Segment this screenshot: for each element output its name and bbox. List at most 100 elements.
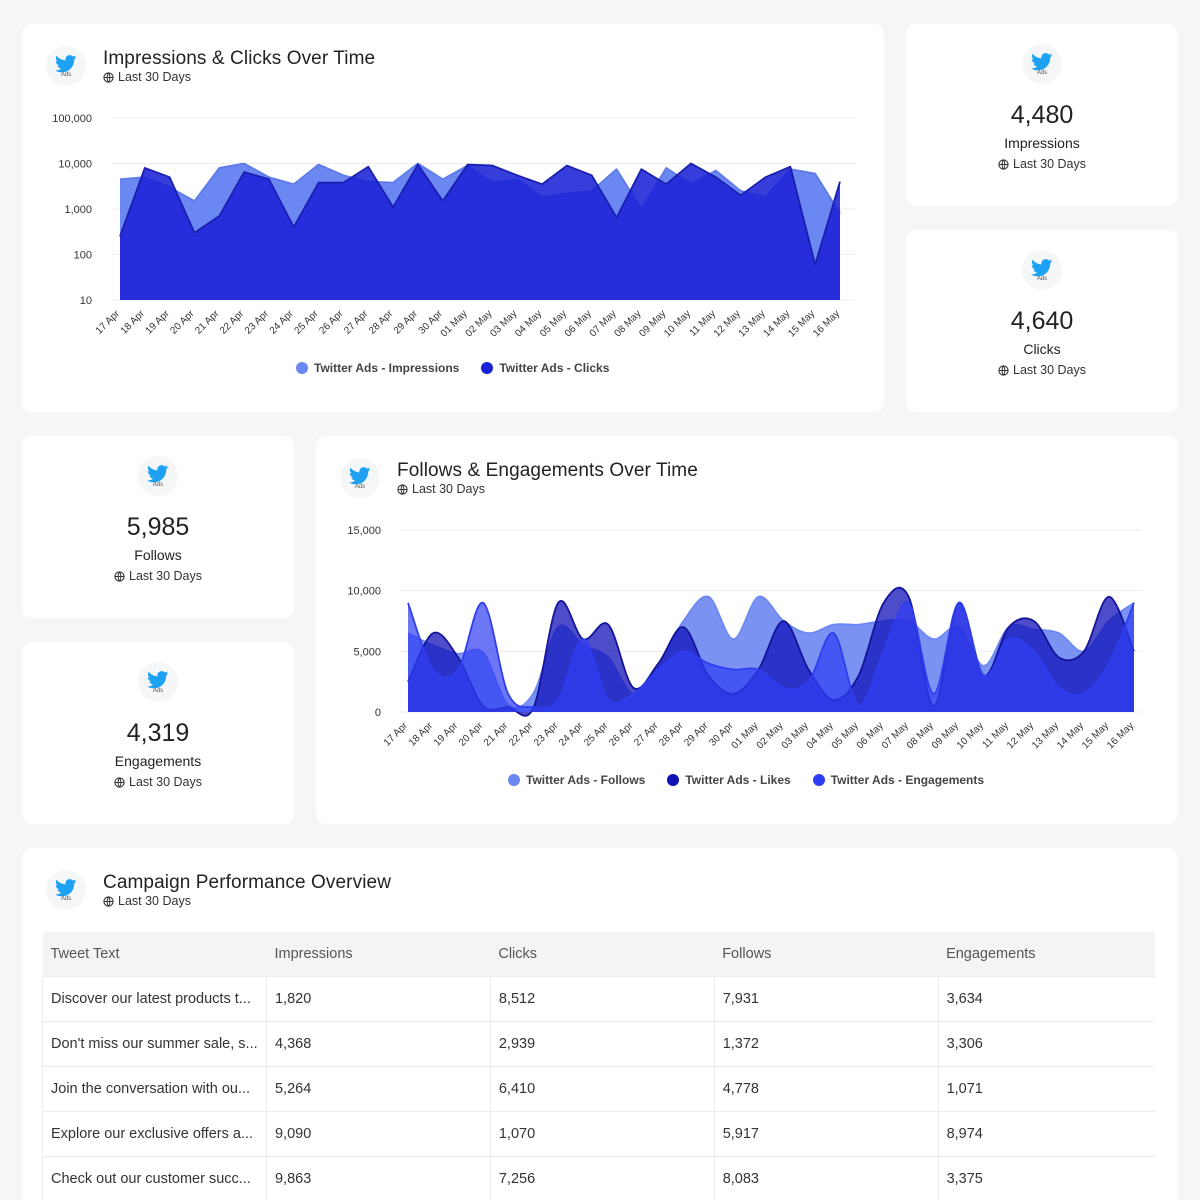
table-row[interactable]: Check out our customer succ... 9,863 7,2… bbox=[42, 1155, 1155, 1200]
x-tick-label: 25 Apr bbox=[293, 308, 322, 337]
x-tick-label: 08 May bbox=[613, 308, 644, 339]
x-tick-label: 18 Apr bbox=[119, 308, 148, 337]
chart-period: Last 30 Days bbox=[397, 482, 485, 496]
kpi-period: Last 30 Days bbox=[906, 363, 1178, 377]
ads-badge: Ads bbox=[60, 896, 72, 902]
twitter-ads-icon: Ads bbox=[138, 662, 178, 702]
x-tick-label: 24 Apr bbox=[557, 720, 586, 749]
x-tick-label: 17 Apr bbox=[382, 720, 411, 749]
legend-label: Twitter Ads - Engagements bbox=[830, 773, 985, 787]
clicks-cell: 2,939 bbox=[490, 1020, 715, 1066]
globe-icon bbox=[114, 570, 125, 582]
ads-badge: Ads bbox=[60, 72, 72, 78]
column-header[interactable]: Engagements bbox=[938, 932, 1155, 976]
legend-label: Twitter Ads - Likes bbox=[685, 773, 791, 787]
engagements-cell: 8,974 bbox=[938, 1110, 1155, 1156]
tweet-text-cell: Join the conversation with ou... bbox=[42, 1065, 267, 1111]
series-line-3 bbox=[407, 601, 1135, 710]
kpi-period: Last 30 Days bbox=[22, 775, 294, 789]
x-tick-label: 17 Apr bbox=[94, 308, 123, 337]
x-tick-label: 07 May bbox=[588, 308, 619, 339]
ads-badge: Ads bbox=[1036, 70, 1048, 76]
column-header[interactable]: Clicks bbox=[490, 932, 715, 976]
chart-title: Follows & Engagements Over Time bbox=[397, 460, 698, 481]
x-tick-label: 06 May bbox=[855, 720, 886, 751]
x-tick-label: 04 May bbox=[805, 720, 836, 751]
column-header[interactable]: Follows bbox=[714, 932, 939, 976]
kpi-period: Last 30 Days bbox=[906, 157, 1178, 171]
table-row[interactable]: Don't miss our summer sale, s... 4,368 2… bbox=[42, 1020, 1155, 1066]
x-tick-label: 19 Apr bbox=[432, 720, 461, 749]
follows-cell: 4,778 bbox=[714, 1065, 939, 1111]
clicks-cell: 6,410 bbox=[490, 1065, 715, 1111]
x-tick-label: 07 May bbox=[880, 720, 911, 751]
period-label: Last 30 Days bbox=[412, 482, 485, 496]
kpi-label: Follows bbox=[134, 547, 182, 563]
follows-cell: 1,372 bbox=[714, 1020, 939, 1066]
x-tick-label: 15 May bbox=[786, 308, 817, 339]
x-tick-label: 12 May bbox=[712, 308, 743, 339]
x-tick-label: 26 Apr bbox=[317, 308, 346, 337]
x-tick-label: 09 May bbox=[930, 720, 961, 751]
table-row[interactable]: Explore our exclusive offers a... 9,090 … bbox=[42, 1110, 1155, 1156]
y-tick-label: 10,000 bbox=[347, 586, 381, 598]
y-tick-label: 5,000 bbox=[353, 646, 381, 658]
x-tick-label: 01 May bbox=[439, 308, 470, 339]
table-row[interactable]: Join the conversation with ou... 5,264 6… bbox=[42, 1065, 1155, 1111]
chart-period: Last 30 Days bbox=[103, 70, 191, 84]
legend-label: Twitter Ads - Follows bbox=[526, 773, 646, 787]
twitter-ads-icon: Ads bbox=[138, 456, 178, 496]
clicks-cell: 7,256 bbox=[490, 1155, 715, 1200]
period-label: Last 30 Days bbox=[129, 569, 202, 583]
follows-cell: 7,931 bbox=[714, 975, 939, 1021]
x-tick-label: 29 Apr bbox=[682, 720, 711, 749]
x-tick-label: 02 May bbox=[755, 720, 786, 751]
legend-item-follows[interactable]: Twitter Ads - Follows bbox=[508, 773, 645, 787]
x-tick-label: 04 May bbox=[513, 308, 544, 339]
engagements-cell: 1,071 bbox=[938, 1065, 1155, 1111]
globe-icon bbox=[103, 71, 114, 83]
series-area-2 bbox=[120, 163, 840, 300]
x-tick-label: 06 May bbox=[563, 308, 594, 339]
engagements-cell: 3,634 bbox=[938, 975, 1155, 1021]
legend-item-likes[interactable]: Twitter Ads - Likes bbox=[667, 773, 791, 787]
x-tick-label: 22 Apr bbox=[507, 720, 536, 749]
column-header[interactable]: Impressions bbox=[266, 932, 491, 976]
x-tick-label: 29 Apr bbox=[392, 308, 421, 337]
legend-dot bbox=[296, 362, 308, 374]
x-tick-label: 21 Apr bbox=[482, 720, 511, 749]
table-period: Last 30 Days bbox=[103, 894, 191, 908]
column-header[interactable]: Tweet Text bbox=[42, 932, 267, 976]
ads-badge: Ads bbox=[1036, 276, 1048, 282]
kpi-value: 5,985 bbox=[126, 513, 190, 541]
campaign-card: Ads Campaign Performance Overview Last 3… bbox=[22, 848, 1178, 1200]
y-tick-label: 10,000 bbox=[58, 159, 92, 171]
follows-cell: 5,917 bbox=[714, 1110, 939, 1156]
x-tick-label: 18 Apr bbox=[407, 720, 436, 749]
kpi-period: Last 30 Days bbox=[22, 569, 294, 583]
legend-item-engagements[interactable]: Twitter Ads - Engagements bbox=[812, 773, 985, 787]
table-row[interactable]: Discover our latest products t... 1,820 … bbox=[42, 975, 1155, 1021]
clicks-cell: 8,512 bbox=[490, 975, 715, 1021]
kpi-value: 4,640 bbox=[1010, 307, 1074, 335]
legend-item-impressions[interactable]: Twitter Ads - Impressions bbox=[296, 361, 459, 375]
kpi-impressions-card: Ads 4,480 Impressions Last 30 Days bbox=[906, 24, 1178, 206]
x-tick-label: 03 May bbox=[780, 720, 811, 751]
impressions-cell: 9,863 bbox=[266, 1155, 491, 1200]
x-tick-label: 27 Apr bbox=[632, 720, 661, 749]
x-tick-label: 21 Apr bbox=[193, 308, 222, 337]
twitter-ads-icon: Ads bbox=[340, 458, 380, 498]
legend-dot bbox=[667, 774, 680, 786]
x-tick-label: 25 Apr bbox=[582, 720, 611, 749]
globe-icon bbox=[103, 895, 114, 907]
legend-dot bbox=[508, 774, 520, 786]
follows-cell: 8,083 bbox=[714, 1155, 939, 1200]
kpi-value: 4,319 bbox=[126, 719, 190, 747]
x-tick-label: 10 May bbox=[662, 308, 693, 339]
x-tick-label: 02 May bbox=[464, 308, 495, 339]
y-tick-label: 0 bbox=[375, 707, 381, 719]
globe-icon bbox=[998, 158, 1009, 170]
legend-item-clicks[interactable]: Twitter Ads - Clicks bbox=[481, 361, 609, 375]
